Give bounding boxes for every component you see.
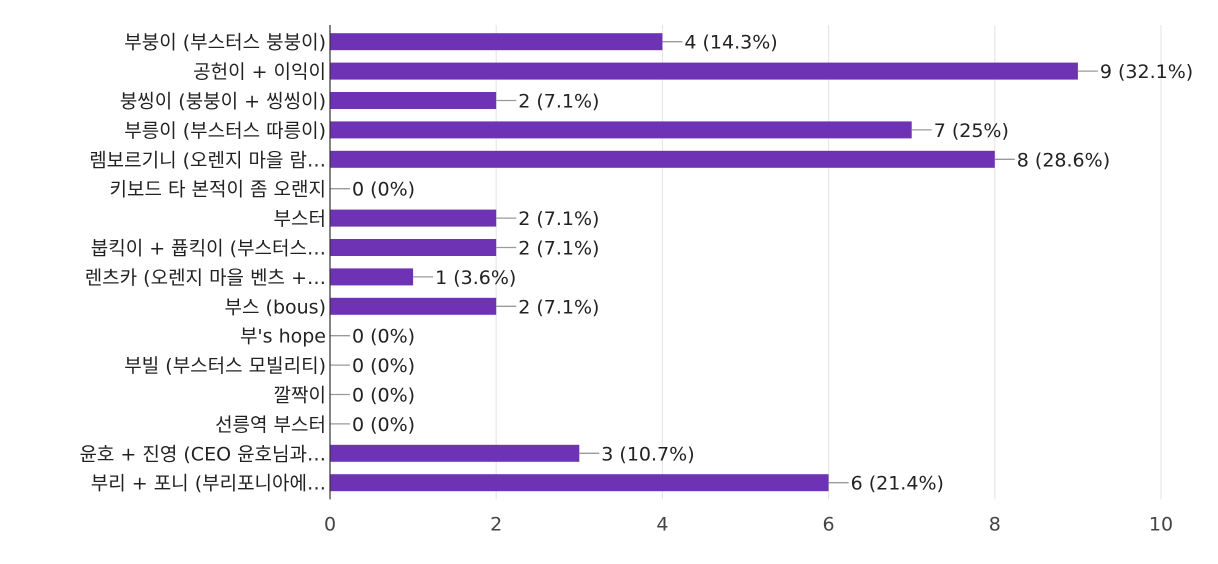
- x-tick-label: 4: [656, 513, 668, 535]
- bar: [330, 444, 580, 462]
- value-label: 0 (0%): [352, 179, 415, 201]
- category-label: 부스터: [274, 208, 326, 230]
- category-label: 부's hope: [240, 326, 326, 348]
- value-label: 0 (0%): [352, 355, 415, 377]
- category-label: 붕씽이 (붕붕이 + 씽씽이): [120, 91, 326, 113]
- bar: [330, 33, 663, 51]
- grid-lines: [495, 25, 1162, 500]
- category-label: 키보드 타 본적이 좀 오랜지: [110, 179, 326, 201]
- bar: [330, 474, 829, 492]
- category-label: 공헌이 + 이익이: [193, 61, 326, 83]
- x-tick-label: 6: [823, 513, 835, 535]
- bar: [330, 239, 497, 256]
- value-label: 2 (7.1%): [518, 208, 599, 230]
- category-label: 부붕이 (부스터스 붕붕이): [124, 32, 326, 54]
- bar: [330, 121, 912, 139]
- category-label: 부리 + 포니 (부리포니아에…: [91, 473, 326, 495]
- value-label: 2 (7.1%): [518, 91, 599, 113]
- bars: [330, 33, 1098, 492]
- category-label: 붑킥이 + 퓹킥이 (부스터스…: [91, 238, 326, 260]
- category-label: 깔짝이: [274, 385, 326, 407]
- value-label: 0 (0%): [352, 414, 415, 436]
- category-label: 렌츠카 (오렌지 마을 벤츠 +…: [85, 267, 326, 289]
- category-label: 선릉역 부스터: [215, 414, 326, 436]
- bar: [330, 62, 1078, 80]
- value-label: 7 (25%): [934, 120, 1009, 142]
- bar: [330, 150, 995, 168]
- value-label: 8 (28.6%): [1017, 149, 1110, 171]
- x-tick-label: 2: [490, 513, 502, 535]
- category-label: 부릉이 (부스터스 따릉이): [124, 120, 326, 142]
- value-label: 3 (10.7%): [601, 443, 694, 465]
- value-label: 4 (14.3%): [684, 32, 777, 54]
- value-label: 9 (32.1%): [1100, 61, 1193, 83]
- bar: [330, 297, 497, 315]
- value-label: 2 (7.1%): [518, 238, 599, 260]
- category-label: 부빌 (부스터스 모빌리티): [124, 355, 326, 377]
- value-label: 0 (0%): [352, 326, 415, 348]
- bar: [330, 268, 414, 286]
- bar: [330, 209, 497, 227]
- value-label: 1 (3.6%): [435, 267, 516, 289]
- category-label: 부스 (bous): [225, 296, 326, 318]
- value-label: 2 (7.1%): [518, 296, 599, 318]
- bar: [330, 92, 497, 109]
- value-label: 6 (21.4%): [851, 473, 944, 495]
- x-tick-label: 0: [324, 513, 336, 535]
- category-label: 윤호 + 진영 (CEO 윤호님과…: [79, 443, 326, 465]
- value-label: 0 (0%): [352, 385, 415, 407]
- x-tick-label: 8: [989, 513, 1001, 535]
- category-label: 렘보르기니 (오렌지 마을 람…: [89, 149, 326, 171]
- x-tick-label: 10: [1149, 513, 1173, 535]
- labels: 0 2 4 6 8 10 4 (14.3%) 부붕이 (부스터스 붕붕이) 9 (32.1%) 공…: [79, 32, 1193, 536]
